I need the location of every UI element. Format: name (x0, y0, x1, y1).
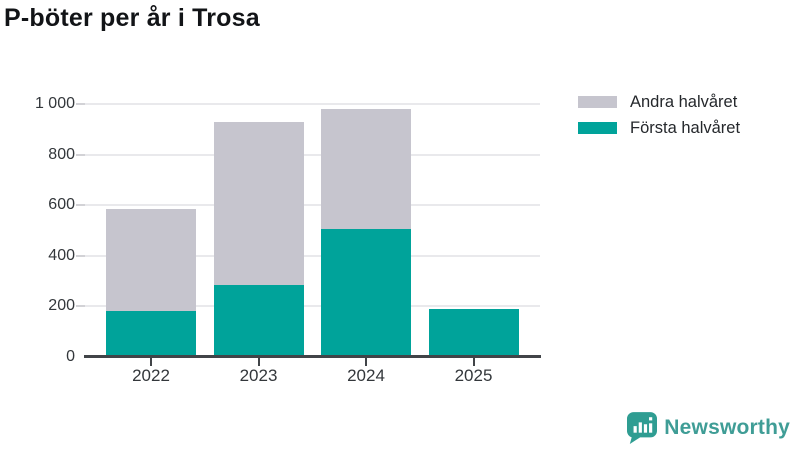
gridline (85, 153, 540, 156)
bar-segment-2022-forsta (106, 311, 196, 357)
legend-label: Andra halvåret (630, 92, 738, 111)
y-tick-label: 0 (66, 348, 75, 365)
bar-segment-2025-forsta (428, 308, 519, 357)
y-tick-label: 1 000 (34, 95, 75, 112)
legend-item-forsta-halvaret: Första halvåret (578, 119, 740, 137)
x-axis-tick (365, 358, 367, 366)
legend-item-andra-halvaret: Andra halvåret (578, 93, 740, 111)
legend-swatch-forsta-halvaret (578, 122, 617, 134)
bar-segment-2024-forsta (321, 229, 411, 357)
x-tick-label: 2022 (132, 366, 170, 385)
bar-segment-2023-forsta (213, 284, 304, 357)
bar-segment-2023-andra (213, 121, 304, 285)
x-tick-label: 2024 (347, 366, 385, 385)
y-tick-label: 600 (48, 196, 75, 214)
legend-swatch-andra-halvaret (578, 96, 617, 108)
bar-segment-2022-andra (106, 209, 196, 312)
x-axis-line (84, 355, 541, 358)
chart-title: P-böter per år i Trosa (4, 4, 260, 32)
y-axis-tick (76, 305, 85, 308)
y-tick-label: 800 (48, 145, 75, 163)
y-tick-label: 200 (48, 297, 75, 315)
x-axis-tick (472, 358, 475, 366)
y-axis-tick (76, 153, 85, 156)
newsworthy-logo: Newsworthy (627, 412, 790, 444)
gridline (85, 204, 540, 207)
x-axis-tick (150, 358, 152, 366)
legend: Andra halvåret Första halvåret (578, 93, 740, 145)
x-tick-label: 2023 (239, 366, 278, 385)
y-axis-tick (76, 254, 85, 257)
x-tick-label: 2025 (454, 366, 493, 385)
y-axis-tick (76, 204, 85, 207)
brand-name: Newsworthy (664, 416, 790, 439)
gridline (85, 254, 540, 257)
plot-area (85, 103, 540, 357)
x-axis-tick (257, 358, 260, 366)
y-tick-label: 400 (48, 246, 75, 264)
y-axis-tick (76, 103, 85, 105)
bar-segment-2024-andra (321, 109, 411, 230)
newsworthy-icon (627, 412, 658, 444)
legend-label: Första halvåret (630, 118, 741, 137)
gridline (85, 103, 540, 105)
gridline (85, 305, 540, 308)
